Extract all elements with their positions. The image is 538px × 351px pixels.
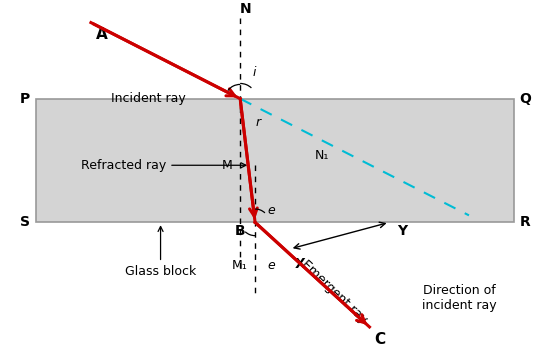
- Text: R: R: [520, 215, 530, 229]
- Text: C: C: [374, 332, 386, 347]
- Text: Emergent ray: Emergent ray: [299, 258, 370, 326]
- Text: M: M: [222, 159, 232, 172]
- Text: e: e: [267, 204, 275, 217]
- Text: M₁: M₁: [231, 259, 247, 272]
- Bar: [36, 99, 514, 222]
- Text: N₁: N₁: [315, 149, 329, 162]
- Text: e: e: [267, 259, 275, 272]
- Text: Glass block: Glass block: [125, 226, 196, 278]
- Text: Incident ray: Incident ray: [111, 92, 186, 105]
- Text: Direction of
incident ray: Direction of incident ray: [422, 284, 497, 312]
- Text: S: S: [20, 215, 30, 229]
- Text: Q: Q: [520, 92, 532, 106]
- Text: P: P: [20, 92, 30, 106]
- Text: Refracted ray: Refracted ray: [81, 159, 246, 172]
- Text: r: r: [256, 116, 260, 129]
- Text: N: N: [239, 2, 251, 16]
- Text: B: B: [235, 224, 245, 238]
- Text: i: i: [252, 66, 256, 79]
- Text: Y: Y: [398, 224, 407, 238]
- Text: A: A: [96, 27, 108, 42]
- Text: X: X: [295, 257, 306, 271]
